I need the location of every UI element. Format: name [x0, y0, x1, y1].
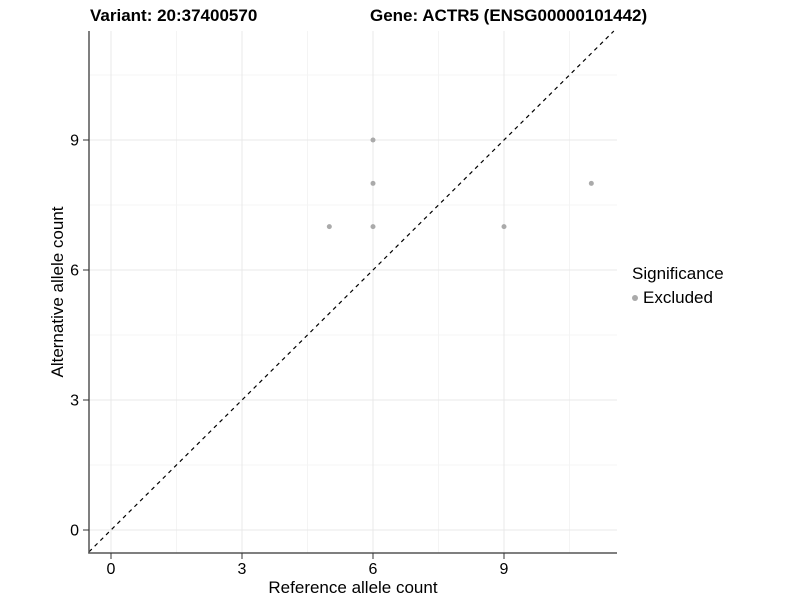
- legend: Significance Excluded: [632, 264, 724, 308]
- identity-line: [88, 30, 615, 553]
- data-point: [370, 180, 376, 186]
- plot-title-gene: Gene: ACTR5 (ENSG00000101442): [370, 6, 648, 25]
- data-point: [326, 224, 332, 230]
- legend-item-excluded: Excluded: [632, 288, 724, 308]
- x-tick-label: 9: [500, 561, 509, 578]
- y-tick-label: 6: [70, 263, 79, 280]
- legend-title: Significance: [632, 264, 724, 283]
- y-axis-label: Alternative allele count: [48, 206, 67, 378]
- legend-point-icon: [632, 295, 638, 301]
- y-tick-label: 0: [70, 523, 79, 540]
- data-point: [370, 224, 376, 230]
- x-axis-label: Reference allele count: [268, 578, 438, 597]
- x-tick-label: 0: [107, 561, 116, 578]
- data-point: [501, 224, 507, 230]
- data-point: [588, 180, 594, 186]
- legend-item-label: Excluded: [643, 288, 713, 307]
- y-tick-label: 9: [70, 133, 79, 150]
- y-tick-label: 3: [70, 393, 79, 410]
- data-point: [370, 137, 376, 143]
- x-tick-label: 6: [369, 561, 378, 578]
- plot-title-variant: Variant: 20:37400570: [90, 6, 258, 25]
- x-tick-label: 3: [238, 561, 247, 578]
